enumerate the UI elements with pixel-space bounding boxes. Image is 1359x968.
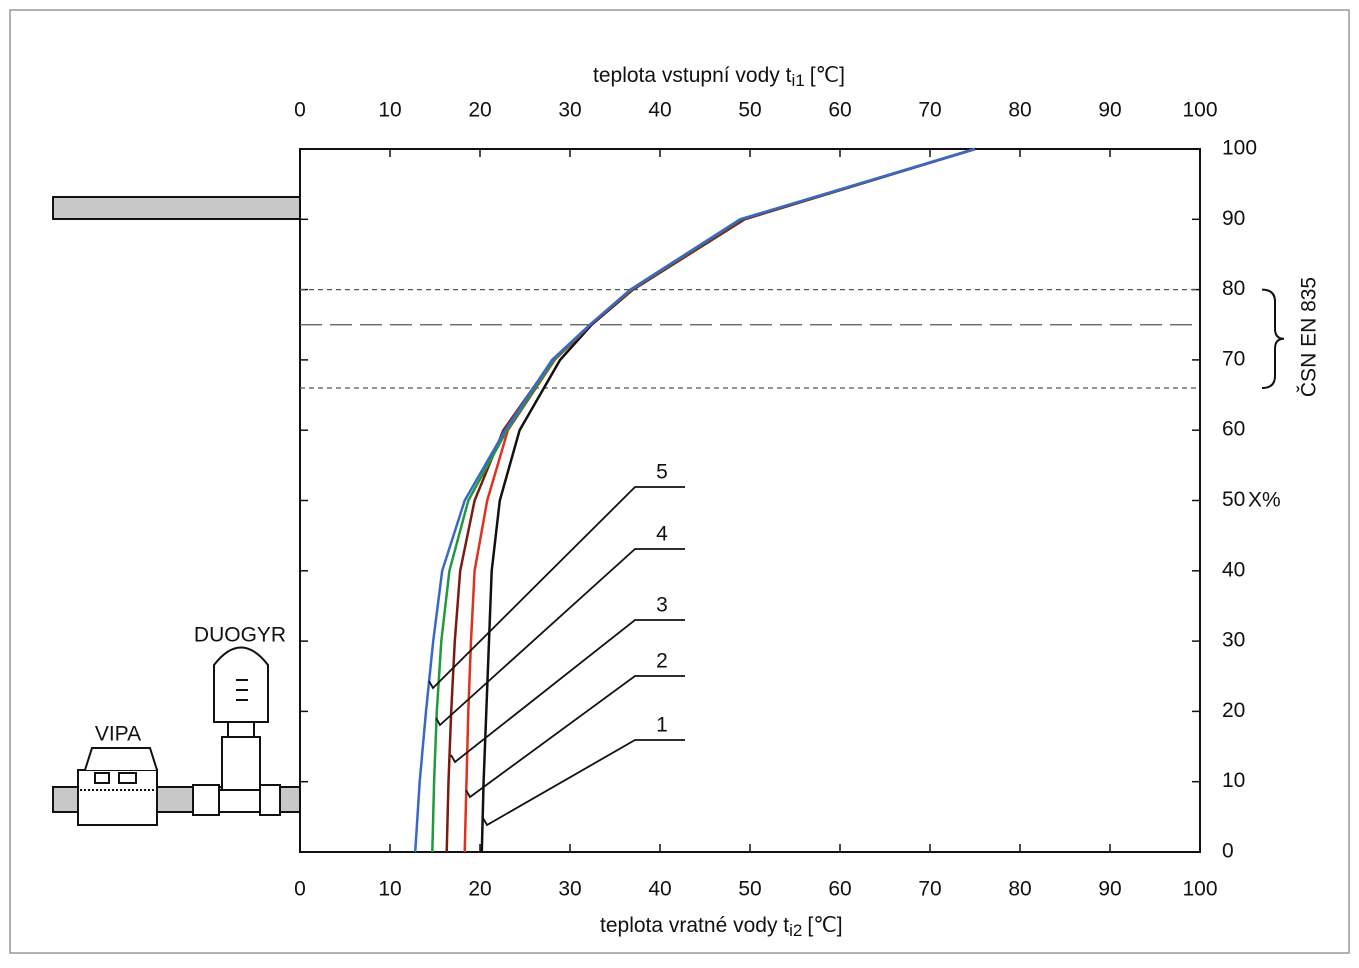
x-axis-label-text: teplota vratné vody t	[600, 914, 789, 937]
x2-tick-label: 20	[468, 99, 491, 122]
x2-axis-label-text: teplota vstupní vody t	[593, 64, 792, 87]
frame	[9, 9, 1350, 954]
y-tick-label: 100	[1222, 137, 1257, 160]
y-tick-label: 90	[1222, 207, 1245, 230]
bracket-label: ČSN EN 835	[1298, 277, 1321, 397]
x-tick-label: 10	[378, 878, 401, 901]
leader-line	[465, 675, 685, 799]
bracket	[1261, 288, 1285, 390]
y-tick-label: 70	[1222, 347, 1245, 370]
x2-tick-label: 30	[558, 99, 581, 122]
x2-axis-label: teplota vstupní vody ti1 [℃]	[593, 64, 845, 91]
curve	[431, 147, 976, 853]
annotation: DUOGYR	[194, 624, 286, 647]
x2-tick-label: 0	[294, 99, 306, 122]
y-tick-label: 0	[1222, 840, 1234, 863]
x-axis-label-unit: [℃]	[807, 914, 842, 937]
x-tick-label: 70	[918, 878, 941, 901]
x-tick-label: 80	[1008, 878, 1031, 901]
curve-label: 2	[656, 650, 668, 673]
y-axis-label: X%	[1248, 489, 1281, 512]
curve	[480, 147, 976, 853]
leader-line	[428, 486, 685, 690]
y-tick-label: 40	[1222, 558, 1245, 581]
x-tick-label: 20	[468, 878, 491, 901]
x2-tick-label: 40	[648, 99, 671, 122]
x-tick-label: 100	[1182, 878, 1217, 901]
y-tick-label: 10	[1222, 769, 1245, 792]
leader-line	[450, 619, 685, 764]
x-tick-label: 90	[1098, 878, 1121, 901]
x-tick-label: 30	[558, 878, 581, 901]
x-tick-label: 40	[648, 878, 671, 901]
y-tick-label: 20	[1222, 699, 1245, 722]
x-tick-label: 0	[294, 878, 306, 901]
leader-line	[435, 548, 685, 727]
leader-line	[482, 739, 685, 827]
x2-tick-label: 60	[828, 99, 851, 122]
x2-tick-label: 50	[738, 99, 761, 122]
y-tick-label: 60	[1222, 418, 1245, 441]
curve-label: 3	[656, 594, 668, 617]
x-axis-label: teplota vratné vody ti2 [℃]	[600, 914, 843, 941]
x2-tick-label: 90	[1098, 99, 1121, 122]
y-tick-label: 80	[1222, 277, 1245, 300]
x2-tick-label: 10	[378, 99, 401, 122]
y-tick-label: 50	[1222, 488, 1245, 511]
x-axis-label-sub: i2	[789, 921, 802, 940]
curve-label: 1	[656, 714, 668, 737]
x2-axis-label-sub: i1	[791, 71, 804, 90]
x-tick-label: 50	[738, 878, 761, 901]
curve	[413, 147, 976, 853]
x2-tick-label: 80	[1008, 99, 1031, 122]
x2-tick-label: 70	[918, 99, 941, 122]
curve	[445, 147, 976, 853]
x2-axis-label-unit: [℃]	[810, 64, 845, 87]
devices	[52, 196, 301, 826]
curve-label: 5	[656, 461, 668, 484]
curve-label: 4	[656, 523, 668, 546]
x-tick-label: 60	[828, 878, 851, 901]
annotation: VIPA	[95, 723, 141, 746]
curve	[463, 147, 976, 853]
y-tick-label: 30	[1222, 629, 1245, 652]
x2-tick-label: 100	[1182, 99, 1217, 122]
